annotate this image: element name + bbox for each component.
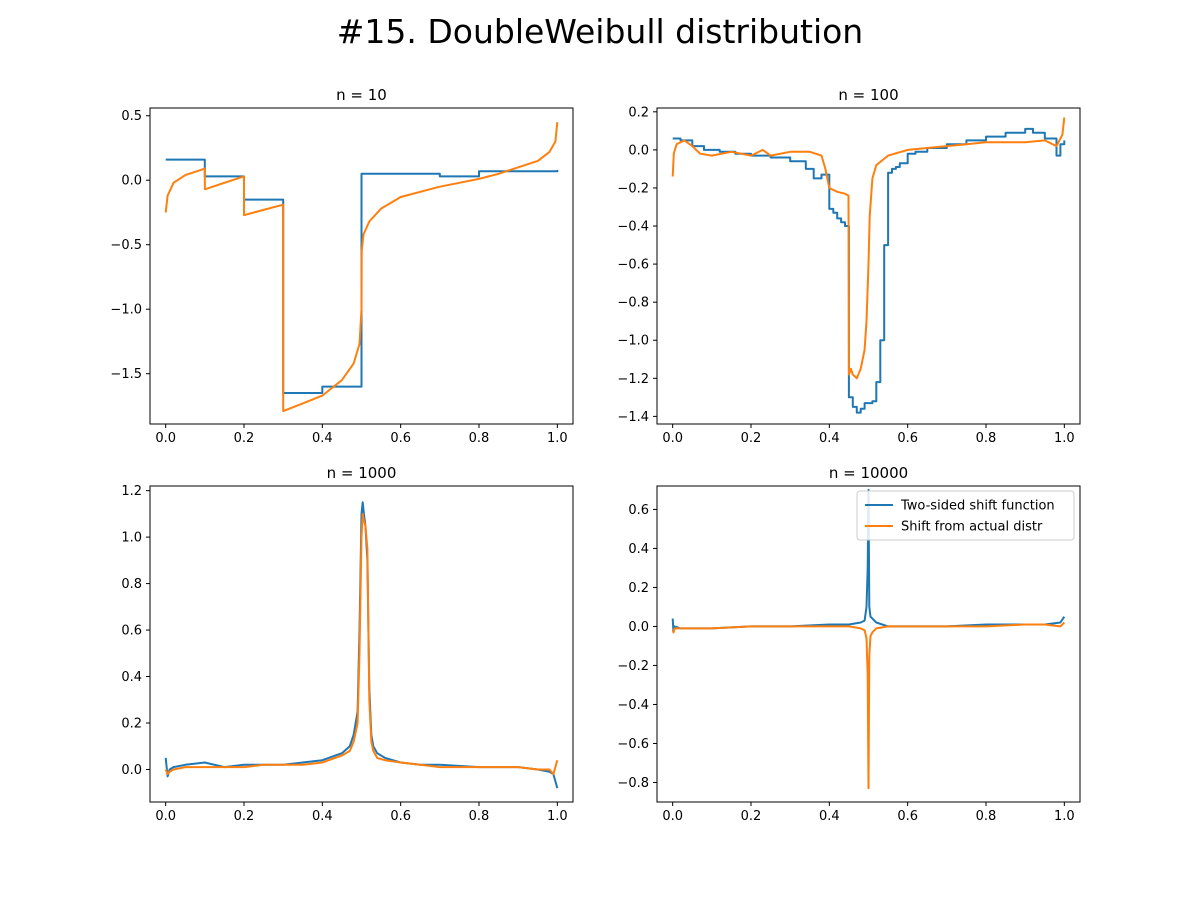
y-tick-label: 1.2 [121,484,142,499]
series-line-actual [671,621,1066,790]
x-tick-label: 0.2 [234,431,255,446]
series-line-actual [671,117,1066,380]
y-tick-label: 0.0 [628,143,649,158]
y-tick-label: −0.4 [617,698,649,713]
y-tick-label: 0.5 [121,109,142,124]
y-tick-label: −0.8 [617,296,649,311]
x-tick-label: 0.0 [662,431,683,446]
y-tick-label: −0.4 [617,220,649,235]
y-tick-label: −0.6 [617,258,649,273]
x-tick-label: 0.6 [390,809,411,824]
y-tick-label: 0.2 [628,105,649,120]
figure-title: #15. DoubleWeibull distribution [336,12,864,51]
x-tick-label: 0.0 [662,809,683,824]
axes-frame [149,485,574,803]
subplot-title: n = 10 [336,86,387,104]
x-tick-label: 0.4 [312,809,333,824]
y-tick-label: 0.6 [628,503,649,518]
axes-frame [656,107,1081,425]
subplot-4: n = 10000 0.0 0.2 0.4 0.6 0.8 1.0 0.6 0.4 0.2 0.0 −… [617,464,1081,824]
x-tick-label: 1.0 [1054,431,1075,446]
subplot-3: n = 1000 0.0 0.2 0.4 0.6 0.8 1.0 1.2 1.0 0.8 0.6 0.… [121,464,574,824]
series-line-two-sided [672,127,1066,414]
x-tick-label: 0.0 [155,431,176,446]
subplot-title: n = 10000 [829,464,908,482]
y-tick-label: 0.8 [121,577,142,592]
x-tick-label: 1.0 [547,431,568,446]
legend-box [856,490,1075,541]
y-tick-label: 0.2 [121,717,142,732]
x-tick-label: 0.6 [897,431,918,446]
x-tick-label: 0.4 [819,809,840,824]
x-tick-label: 0.4 [819,431,840,446]
y-tick-label: 1.0 [121,531,142,546]
y-tick-label: −0.2 [617,181,649,196]
series-line-actual [164,512,559,776]
x-tick-label: 0.8 [469,809,490,824]
y-tick-label: −1.4 [617,410,649,425]
y-tick-label: −1.2 [617,372,649,387]
x-tick-label: 0.6 [390,431,411,446]
x-tick-label: 0.2 [741,809,762,824]
legend: Two-sided shift function Shift from actua… [856,490,1075,541]
subplot-title: n = 1000 [327,464,397,482]
y-tick-label: −0.2 [617,659,649,674]
x-tick-label: 1.0 [547,809,568,824]
y-tick-label: 0.4 [628,542,649,557]
axes-frame [149,107,574,425]
y-tick-label: −1.0 [617,334,649,349]
x-tick-label: 0.2 [741,431,762,446]
x-tick-label: 0.8 [976,431,997,446]
y-tick-label: 0.0 [628,620,649,635]
y-tick-label: 0.4 [121,670,142,685]
y-tick-label: −0.6 [617,737,649,752]
x-tick-label: 0.8 [976,809,997,824]
y-tick-label: −1.5 [110,367,142,382]
y-tick-label: 0.2 [628,581,649,596]
x-tick-label: 0.0 [155,809,176,824]
subplot-2: n = 100 0.0 0.2 0.4 0.6 0.8 1.0 0.2 0.0 −0.2 −0.4 −… [617,86,1081,446]
series-line-actual [164,122,559,413]
y-tick-label: 0.0 [121,763,142,778]
x-tick-label: 0.8 [469,431,490,446]
y-tick-label: −0.5 [110,238,142,253]
y-tick-label: 0.0 [121,174,142,189]
legend-label: Shift from actual distr [901,520,1043,535]
series-line-two-sided [165,158,559,394]
subplot-1: n = 10 0.0 0.2 0.4 0.6 0.8 1.0 0.5 0.0 −0.5 −1.0 −1… [110,86,574,446]
axes-frame [656,485,1081,803]
subplot-title: n = 100 [838,86,898,104]
y-tick-label: −1.0 [110,303,142,318]
x-tick-label: 1.0 [1054,809,1075,824]
x-tick-label: 0.6 [897,809,918,824]
y-tick-label: −0.8 [617,776,649,791]
y-tick-label: 0.6 [121,624,142,639]
x-tick-label: 0.4 [312,431,333,446]
x-tick-label: 0.2 [234,809,255,824]
legend-label: Two-sided shift function [900,499,1055,514]
